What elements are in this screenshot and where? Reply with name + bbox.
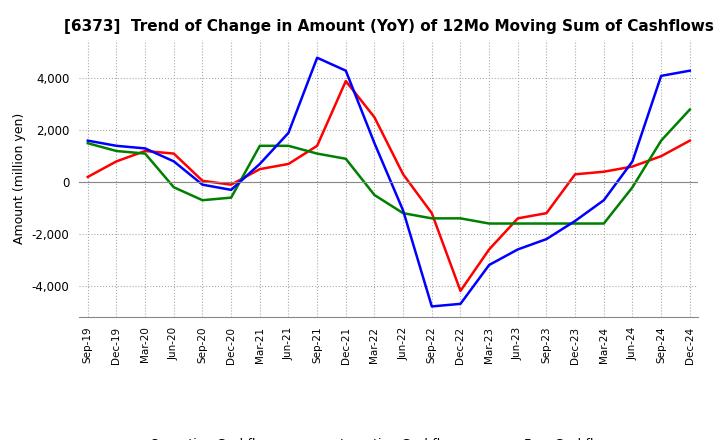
Free Cashflow (312, 55, 321, 60)
Free Cashflow (341, 68, 350, 73)
Investing Cashflow (284, 143, 293, 148)
Operating Cashflow (256, 166, 264, 172)
Investing Cashflow (112, 148, 121, 154)
Investing Cashflow (341, 156, 350, 161)
Operating Cashflow (571, 172, 580, 177)
Investing Cashflow (312, 151, 321, 156)
Operating Cashflow (685, 138, 694, 143)
Line: Operating Cashflow: Operating Cashflow (88, 81, 690, 291)
Free Cashflow (198, 182, 207, 187)
Investing Cashflow (542, 221, 551, 226)
Investing Cashflow (141, 151, 150, 156)
Free Cashflow (399, 208, 408, 213)
Free Cashflow (112, 143, 121, 148)
Operating Cashflow (341, 78, 350, 84)
Operating Cashflow (370, 115, 379, 120)
Investing Cashflow (256, 143, 264, 148)
Investing Cashflow (571, 221, 580, 226)
Free Cashflow (542, 236, 551, 242)
Investing Cashflow (456, 216, 465, 221)
Free Cashflow (256, 161, 264, 167)
Investing Cashflow (428, 216, 436, 221)
Operating Cashflow (399, 172, 408, 177)
Free Cashflow (84, 138, 92, 143)
Operating Cashflow (84, 174, 92, 180)
Investing Cashflow (685, 107, 694, 112)
Operating Cashflow (657, 154, 665, 159)
Operating Cashflow (542, 210, 551, 216)
Operating Cashflow (227, 182, 235, 187)
Investing Cashflow (227, 195, 235, 200)
Line: Investing Cashflow: Investing Cashflow (88, 110, 690, 224)
Investing Cashflow (600, 221, 608, 226)
Free Cashflow (141, 146, 150, 151)
Free Cashflow (169, 159, 178, 164)
Title: [6373]  Trend of Change in Amount (YoY) of 12Mo Moving Sum of Cashflows: [6373] Trend of Change in Amount (YoY) o… (64, 19, 714, 34)
Operating Cashflow (628, 164, 636, 169)
Operating Cashflow (284, 161, 293, 167)
Investing Cashflow (628, 185, 636, 190)
Operating Cashflow (428, 210, 436, 216)
Operating Cashflow (312, 143, 321, 148)
Free Cashflow (513, 247, 522, 252)
Free Cashflow (227, 187, 235, 192)
Free Cashflow (370, 141, 379, 146)
Free Cashflow (485, 262, 493, 268)
Free Cashflow (571, 218, 580, 224)
Operating Cashflow (456, 288, 465, 293)
Free Cashflow (284, 130, 293, 136)
Investing Cashflow (485, 221, 493, 226)
Investing Cashflow (198, 198, 207, 203)
Operating Cashflow (198, 178, 207, 183)
Free Cashflow (657, 73, 665, 78)
Free Cashflow (600, 198, 608, 203)
Operating Cashflow (141, 148, 150, 154)
Investing Cashflow (657, 138, 665, 143)
Operating Cashflow (600, 169, 608, 174)
Line: Free Cashflow: Free Cashflow (88, 58, 690, 306)
Investing Cashflow (370, 192, 379, 198)
Free Cashflow (628, 159, 636, 164)
Investing Cashflow (84, 141, 92, 146)
Operating Cashflow (112, 159, 121, 164)
Free Cashflow (428, 304, 436, 309)
Free Cashflow (456, 301, 465, 307)
Investing Cashflow (399, 210, 408, 216)
Operating Cashflow (513, 216, 522, 221)
Investing Cashflow (513, 221, 522, 226)
Operating Cashflow (485, 247, 493, 252)
Legend: Operating Cashflow, Investing Cashflow, Free Cashflow: Operating Cashflow, Investing Cashflow, … (104, 433, 616, 440)
Y-axis label: Amount (million yen): Amount (million yen) (13, 113, 26, 244)
Operating Cashflow (169, 151, 178, 156)
Free Cashflow (685, 68, 694, 73)
Investing Cashflow (169, 185, 178, 190)
